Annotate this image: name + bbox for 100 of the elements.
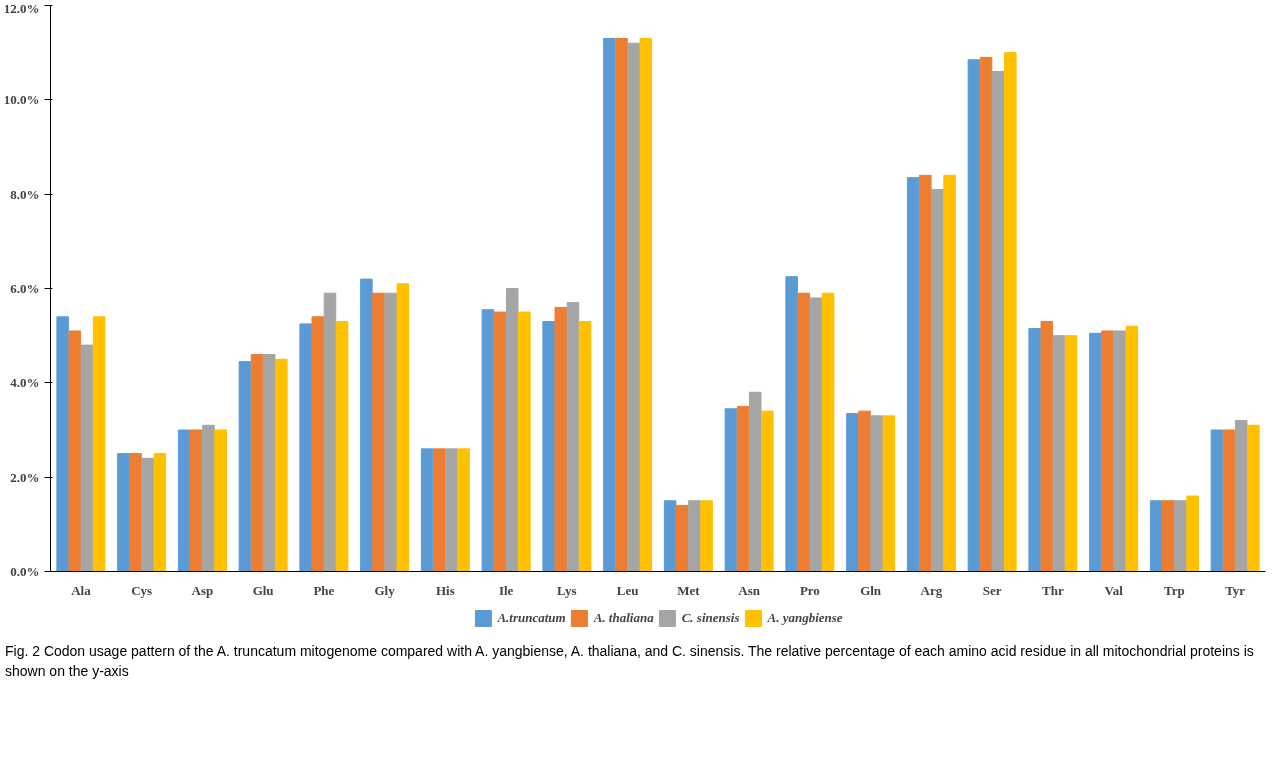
bar <box>1101 330 1114 572</box>
bar <box>1028 328 1041 572</box>
x-tick-label: Ala <box>71 582 92 598</box>
bar <box>1186 495 1199 572</box>
bar <box>566 302 580 572</box>
bar <box>676 504 689 572</box>
y-tick-label: 10.0% <box>3 92 40 108</box>
bar <box>445 448 458 572</box>
bar <box>615 38 628 572</box>
x-tick-label: Thr <box>1042 582 1064 598</box>
bar <box>1040 321 1054 572</box>
bar <box>311 316 325 572</box>
bar <box>1064 335 1078 572</box>
x-tick-label: His <box>435 582 455 598</box>
x-tick-label: Trp <box>1164 582 1185 598</box>
bar <box>68 330 82 572</box>
x-tick-label: Met <box>677 582 701 598</box>
bar <box>420 448 434 572</box>
bar <box>663 500 677 572</box>
bar <box>396 283 410 572</box>
bar <box>129 453 142 572</box>
y-tick-label: 0.0% <box>10 564 40 579</box>
x-tick-label: Gln <box>860 582 882 598</box>
bar <box>117 453 130 572</box>
bar <box>299 323 312 572</box>
bar <box>639 38 653 572</box>
bar <box>700 500 713 572</box>
x-tick-label: Tyr <box>1225 582 1246 598</box>
x-tick-label: Arg <box>920 582 943 598</box>
bar <box>177 429 191 572</box>
bar <box>214 429 227 572</box>
x-tick-label: Val <box>1104 582 1124 598</box>
bar <box>92 316 106 572</box>
bar <box>262 354 276 572</box>
bar <box>821 292 835 572</box>
bar <box>785 276 798 572</box>
bar <box>797 292 811 572</box>
bar <box>554 306 568 572</box>
y-tick-label: 8.0% <box>10 186 40 202</box>
caption: Fig. 2 Codon usage pattern of the A. truncatum mitogenome compared with A. yangbiense, A. thaliana, and C. sinensis. The relative percentage of each amino acid residue in all mitochondrial proteins is shown on the y-axis <box>5 642 1255 681</box>
bar <box>457 448 470 572</box>
y-tick-label: 12.0% <box>3 0 40 16</box>
bar <box>724 408 738 572</box>
y-tick-label: 2.0% <box>10 469 40 485</box>
bar <box>56 316 69 572</box>
y-tick-label: 4.0% <box>10 375 40 391</box>
bar <box>542 321 555 572</box>
bar <box>190 429 203 572</box>
bar <box>433 448 446 572</box>
x-tick-label: Pro <box>799 582 820 598</box>
x-tick-label: Ile <box>498 582 514 598</box>
bar <box>1210 429 1224 572</box>
bar <box>505 288 519 572</box>
x-tick-label: Asn <box>738 582 761 598</box>
bar <box>1247 424 1260 572</box>
bar <box>906 177 920 572</box>
x-tick-label: Gly <box>374 582 396 598</box>
bar <box>809 297 823 572</box>
bar <box>858 410 871 572</box>
bar <box>688 500 701 572</box>
bar <box>238 361 252 572</box>
bar <box>384 292 397 572</box>
bar <box>372 292 385 572</box>
bar <box>518 311 531 572</box>
bar <box>627 42 640 572</box>
bar <box>1234 420 1248 572</box>
bar <box>275 358 288 572</box>
bar <box>1052 335 1066 572</box>
bar <box>943 174 956 572</box>
bar <box>882 415 896 572</box>
bar <box>919 174 932 572</box>
bar <box>578 321 592 572</box>
bar <box>335 321 349 572</box>
bar <box>748 391 762 572</box>
bar <box>250 354 264 572</box>
bar <box>481 309 495 572</box>
bar <box>603 38 616 572</box>
x-tick-label: Glu <box>252 582 274 598</box>
bar <box>1174 500 1187 572</box>
x-tick-label: Ser <box>982 582 1002 598</box>
bar <box>736 405 750 572</box>
x-tick-label: Leu <box>616 582 639 598</box>
bar <box>1089 332 1102 572</box>
bar <box>153 453 167 572</box>
bar <box>1222 429 1236 572</box>
bar <box>493 311 507 572</box>
legend-label: A.truncatum <box>497 610 566 626</box>
bar <box>761 410 774 572</box>
legend-label: A. thaliana <box>593 610 654 626</box>
bar <box>1125 325 1139 572</box>
bar <box>931 188 944 572</box>
bar <box>323 292 337 572</box>
bar <box>1004 52 1017 572</box>
bar <box>202 424 215 572</box>
bar <box>870 415 883 572</box>
bar <box>991 71 1005 572</box>
bar <box>1113 330 1126 572</box>
x-tick-label: Asp <box>191 582 214 598</box>
bar <box>846 412 859 572</box>
bar <box>1149 500 1163 572</box>
